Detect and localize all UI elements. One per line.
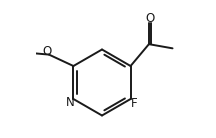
Text: F: F xyxy=(131,97,138,110)
Text: O: O xyxy=(43,45,52,58)
Text: N: N xyxy=(66,96,75,109)
Text: O: O xyxy=(145,12,154,25)
